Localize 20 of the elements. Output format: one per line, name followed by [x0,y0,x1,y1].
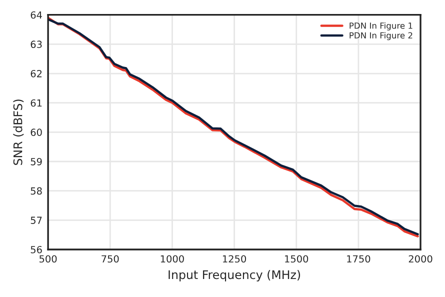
y-tick-label: 62 [30,70,42,78]
y-tick-label: 64 [30,11,42,19]
legend-label: PDN In Figure 1 [350,22,412,30]
y-axis-title: SNR (dBFS) [13,100,24,165]
x-tick-label: 750 [102,255,119,263]
y-tick-label: 57 [30,216,42,224]
x-axis-title: Input Frequency (MHz) [168,270,300,282]
x-tick-label: 1750 [347,255,370,263]
x-tick-label: 1000 [160,255,184,263]
x-tick-label: 1250 [222,255,246,263]
y-tick-label: 63 [30,40,42,48]
legend-label: PDN In Figure 2 [350,32,412,40]
x-tick-label: 2000 [408,255,432,263]
y-tick-label: 61 [30,99,42,107]
y-tick-label: 60 [30,128,42,136]
x-tick-label: 1500 [285,255,308,263]
x-tick-label: 500 [40,255,57,263]
y-tick-label: 58 [30,187,42,195]
y-tick-label: 59 [30,158,42,166]
y-tick-label: 56 [30,246,42,254]
